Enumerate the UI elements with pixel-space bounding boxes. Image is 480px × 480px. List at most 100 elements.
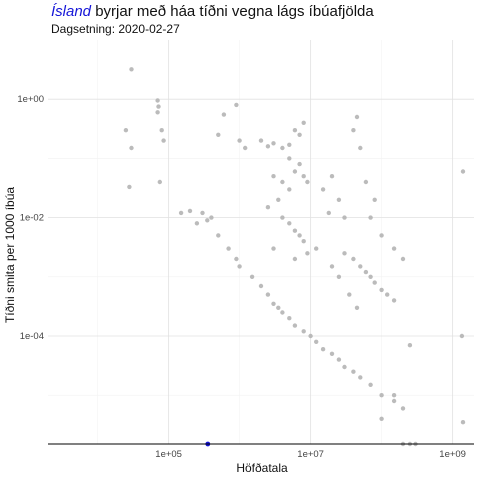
data-point [351,256,356,262]
data-point [200,210,205,216]
data-point [336,357,342,362]
data-point [280,215,285,220]
data-point [336,274,342,279]
x-tick-label: 1e+05 [155,449,182,460]
data-point [280,179,285,185]
data-point [358,375,363,380]
data-point [287,221,292,226]
data-point [237,138,242,143]
data-point [305,251,310,256]
data-point [249,274,255,279]
data-point [271,301,276,306]
data-point [178,210,184,216]
data-point [368,215,373,220]
y-axis-title: Tíðni smita per 1000 íbúa [3,187,17,323]
data-point [292,169,298,174]
data-point [314,339,319,344]
data-point [301,120,306,126]
y-tick-label: 1e-02 [20,213,44,224]
data-point [243,145,248,151]
grid [48,40,474,444]
data-point [391,246,397,251]
data-point [391,298,397,303]
data-point [342,251,347,256]
data-point [287,187,292,192]
data-point [209,215,214,220]
x-tick-label: 1e+07 [297,449,324,460]
data-point [368,382,373,387]
data-point [237,264,242,269]
data-point [305,179,310,185]
data-point [280,310,285,315]
data-point [292,228,298,233]
data-point [129,145,134,151]
data-point [400,406,406,411]
data-point [347,292,352,297]
data-point [216,132,221,137]
data-point [400,256,406,262]
data-point [379,287,384,293]
data-point [155,98,160,103]
data-point [385,292,390,297]
data-point [326,210,331,216]
chart-title: Ísland byrjar með háa tíðni vegna lágs í… [51,3,374,20]
data-point [155,110,160,115]
data-point [265,144,271,149]
data-point [280,145,285,151]
data-point [358,145,363,151]
data-point [391,393,397,398]
data-point [234,256,239,262]
data-points [123,67,466,447]
data-point [127,184,132,190]
data-point [129,67,134,72]
data-point [358,264,363,269]
data-point [276,305,281,310]
data-point [258,138,264,143]
data-point [156,104,161,109]
data-point [159,128,164,133]
data-point [379,393,384,398]
data-point [161,138,166,143]
data-point [297,132,302,137]
data-point [187,208,193,214]
data-point [363,269,369,275]
data-point [329,174,335,179]
data-point [351,369,356,374]
chart-title-highlight: Ísland [51,3,92,20]
data-point [216,233,221,238]
y-tick-label: 1e+00 [17,94,44,105]
data-point [342,215,347,220]
data-point [308,333,313,339]
data-point [205,218,210,223]
data-point [460,420,466,425]
y-tick-label: 1e-04 [20,331,44,342]
data-point [234,102,239,108]
data-point [287,142,292,147]
data-point [342,364,347,370]
x-tick-label: 1e+09 [439,449,466,460]
data-point [459,333,465,339]
data-point [320,187,326,192]
data-point [320,347,326,352]
data-point [265,292,271,297]
x-axis-title: Höfðatala [236,461,288,475]
data-point [258,283,264,289]
data-point [194,221,200,226]
data-point [336,197,342,202]
data-point [314,246,319,251]
data-point [287,156,292,161]
data-point [157,179,162,185]
data-point [297,233,302,238]
data-point [292,256,298,262]
data-point [271,174,276,179]
chart-subtitle: Dagsetning: 2020-02-27 [51,22,180,36]
data-point [271,141,276,146]
data-point [379,233,384,238]
data-point [351,128,356,133]
data-point [226,246,231,251]
tick-labels: 1e+05 1e+07 1e+09 1e+00 1e-02 1e-04 [17,94,466,460]
data-point [265,205,271,210]
data-point [292,323,298,328]
chart-title-rest: byrjar með háa tíðni vegna lágs íbúafjöl… [91,3,374,20]
